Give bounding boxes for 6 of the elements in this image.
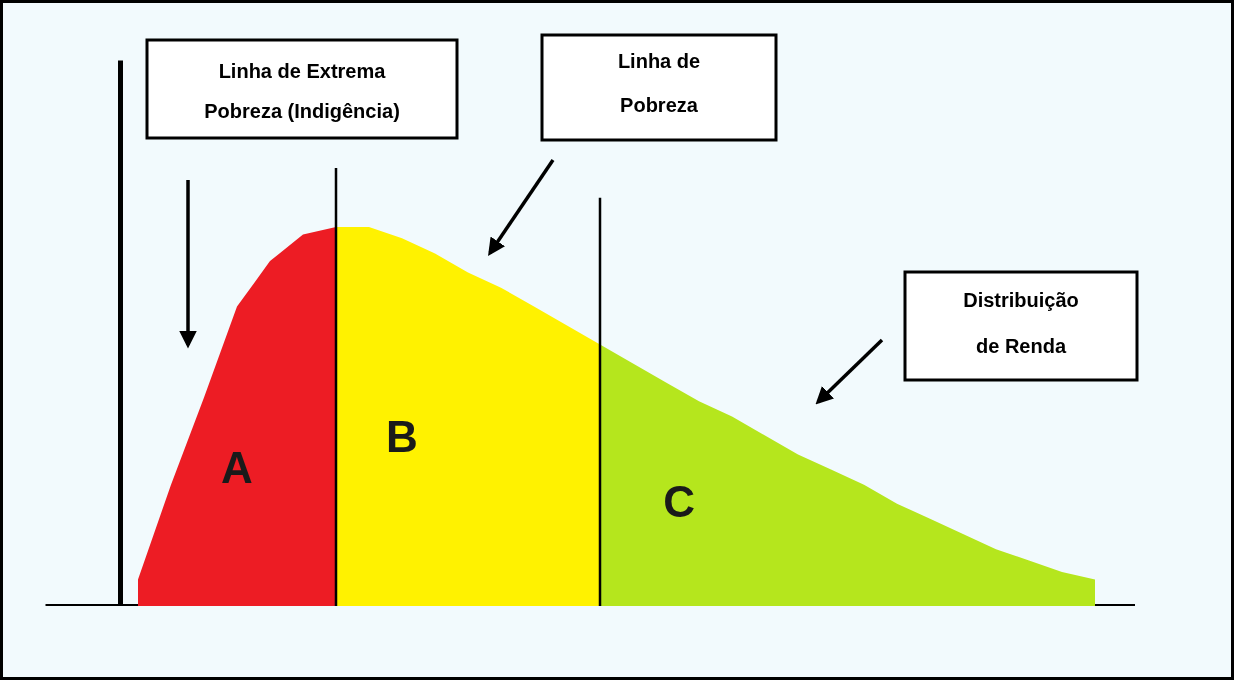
series-label: C xyxy=(663,476,696,526)
series-label: B xyxy=(386,412,418,462)
text: Linha de Pobreza xyxy=(617,50,701,116)
series-label: A xyxy=(221,442,253,492)
text: Linha de Extrema Pobreza (Indigência) xyxy=(204,60,400,122)
text: Distribuição de Renda xyxy=(963,289,1079,357)
